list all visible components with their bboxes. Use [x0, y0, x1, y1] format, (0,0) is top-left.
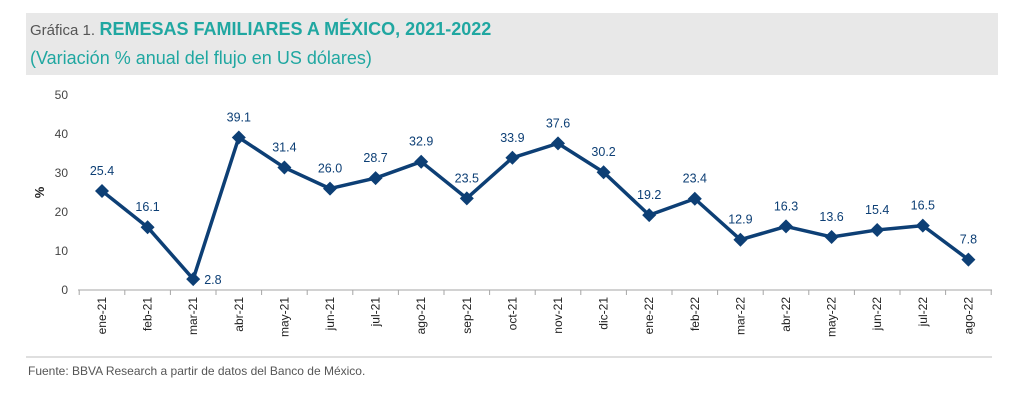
data-point-marker — [368, 171, 383, 186]
x-tick-label: jun-21 — [323, 297, 337, 332]
data-label: 16.3 — [774, 199, 798, 213]
data-point-marker — [551, 136, 565, 151]
x-tick-label: dic-21 — [597, 297, 611, 330]
data-label: 33.9 — [500, 131, 524, 145]
data-point-marker — [459, 191, 474, 206]
x-tick-label: nov-21 — [551, 297, 565, 334]
y-axis-label: % — [32, 186, 47, 198]
chart-header: Gráfica 1. REMESAS FAMILIARES A MÉXICO, … — [26, 13, 998, 75]
data-label: 12.9 — [728, 213, 752, 227]
x-tick-label: oct-21 — [505, 297, 519, 331]
y-tick-label: 30 — [55, 166, 69, 180]
data-point-marker — [505, 150, 520, 165]
data-point-marker — [140, 220, 155, 235]
chart-number-label: Gráfica 1. — [30, 22, 96, 39]
data-point-marker — [596, 165, 611, 180]
data-label: 16.5 — [911, 199, 935, 213]
data-point-marker — [95, 183, 109, 198]
data-label: 16.1 — [135, 200, 159, 214]
data-point-marker — [186, 272, 201, 287]
x-tick-label: ago-22 — [961, 297, 975, 335]
data-label: 25.4 — [90, 164, 114, 178]
x-tick-label: abr-22 — [779, 297, 793, 332]
y-tick-label: 40 — [55, 127, 69, 141]
data-point-marker — [733, 232, 748, 247]
x-tick-label: mar-22 — [733, 297, 747, 335]
data-label: 26.0 — [318, 162, 342, 176]
x-tick-label: jul-22 — [916, 297, 930, 328]
data-label: 23.5 — [455, 171, 479, 185]
data-point-marker — [642, 208, 657, 223]
data-label: 37.6 — [546, 116, 570, 130]
data-label: 28.7 — [363, 151, 387, 165]
series-line — [100, 135, 970, 281]
x-tick-label: jul-21 — [369, 297, 383, 328]
x-tick-label: abr-21 — [232, 297, 246, 332]
x-tick-label: may-22 — [825, 297, 839, 337]
data-point-marker — [231, 130, 246, 145]
x-tick-label: feb-21 — [141, 297, 155, 331]
y-tick-label: 20 — [55, 205, 69, 219]
data-point-marker — [779, 219, 793, 234]
chart-subtitle: (Variación % anual del flujo en US dólar… — [30, 48, 372, 68]
data-label: 7.8 — [960, 233, 977, 247]
data-label: 31.4 — [272, 141, 296, 155]
data-label: 30.2 — [591, 145, 615, 159]
y-tick-label: 10 — [55, 244, 69, 258]
x-tick-label: ene-22 — [642, 297, 656, 335]
source-note: Fuente: BBVA Research a partir de datos … — [28, 364, 366, 378]
data-label: 15.4 — [865, 203, 889, 217]
y-tick-label: 0 — [61, 283, 68, 297]
data-point-marker — [824, 229, 839, 244]
x-tick-label: mar-21 — [186, 297, 200, 335]
data-label: 23.4 — [683, 172, 707, 186]
data-label: 19.2 — [637, 188, 661, 202]
x-tick-label: sep-21 — [460, 297, 474, 334]
x-tick-label: feb-22 — [688, 297, 702, 331]
data-point-marker — [414, 154, 429, 169]
data-point-marker — [323, 181, 337, 196]
data-label: 13.6 — [819, 210, 843, 224]
x-tick-label: may-21 — [277, 297, 291, 337]
data-point-marker — [915, 218, 930, 233]
y-tick-label: 50 — [55, 88, 69, 102]
chart-title: REMESAS FAMILIARES A MÉXICO, 2021-2022 — [99, 19, 492, 39]
x-tick-label: jun-22 — [870, 297, 884, 332]
data-label: 39.1 — [227, 111, 251, 125]
data-point-marker — [687, 191, 702, 206]
data-point-marker — [870, 222, 885, 237]
x-tick-label: ene-21 — [95, 297, 109, 335]
data-label: 2.8 — [204, 273, 221, 287]
data-point-marker — [277, 160, 292, 175]
data-point-marker — [961, 252, 976, 267]
x-tick-label: ago-21 — [414, 297, 428, 335]
data-label: 32.9 — [409, 135, 433, 149]
title-line: Gráfica 1. REMESAS FAMILIARES A MÉXICO, … — [30, 19, 491, 40]
